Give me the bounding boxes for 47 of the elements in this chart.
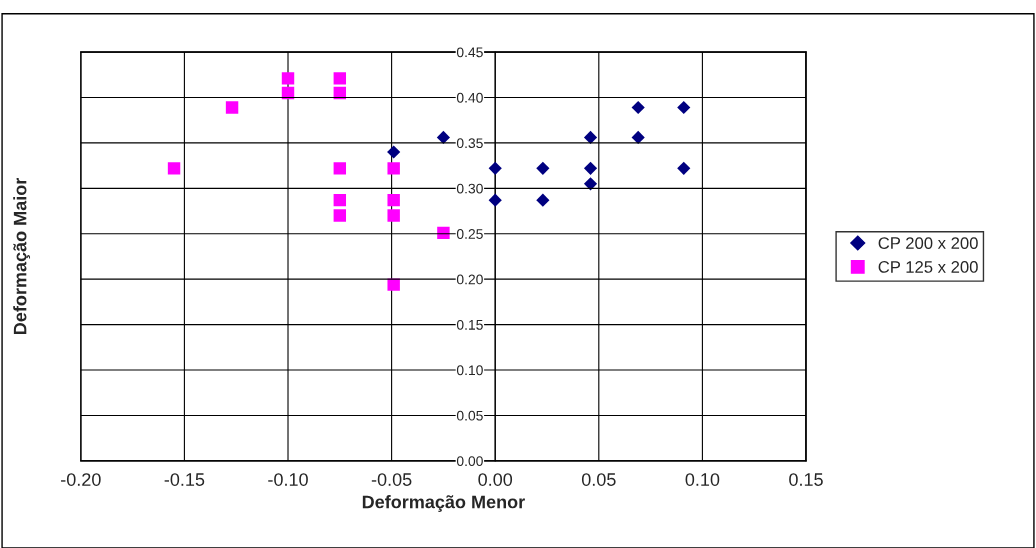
point xyxy=(387,193,400,207)
point xyxy=(387,209,400,222)
y-tick-label: 0.25 xyxy=(456,229,483,239)
x-tick-label: 0.15 xyxy=(789,473,823,486)
x-tick-label: 0.05 xyxy=(581,473,616,486)
point xyxy=(488,193,502,207)
y-tick-label: 0.35 xyxy=(456,138,483,149)
point xyxy=(167,162,181,175)
point xyxy=(436,130,450,145)
y-axis-title: Deformação Maior xyxy=(13,177,31,335)
legend-label: CP 200 x 200 xyxy=(878,237,978,249)
point xyxy=(536,161,550,175)
y-tick-label: 0.20 xyxy=(456,274,483,285)
y-tick-label: 0.05 xyxy=(456,410,483,421)
point xyxy=(333,162,347,175)
point xyxy=(387,162,400,175)
point xyxy=(631,130,645,145)
point xyxy=(333,209,347,222)
point xyxy=(583,161,598,175)
y-tick-label: 0.45 xyxy=(456,47,483,58)
x-tick-label: 0.10 xyxy=(685,473,720,486)
x-tick-label: -0.05 xyxy=(371,473,412,486)
legend-label: CP 125 x 200 xyxy=(878,261,978,273)
point xyxy=(225,101,239,114)
x-tick-label: -0.10 xyxy=(268,473,308,486)
point xyxy=(437,226,450,240)
y-tick-label: 0.30 xyxy=(456,183,483,194)
y-tick-label: 0.10 xyxy=(456,365,483,376)
x-tick-label: 0.00 xyxy=(478,473,513,486)
point xyxy=(677,161,691,175)
point xyxy=(677,100,691,115)
x-axis-title: Deformação Menor xyxy=(362,495,525,512)
point xyxy=(281,72,295,85)
point xyxy=(631,100,645,115)
point xyxy=(387,278,400,291)
x-tick-label: -0.15 xyxy=(164,473,205,486)
point xyxy=(333,72,347,85)
point xyxy=(583,177,598,191)
y-tick-label: 0.15 xyxy=(456,319,483,330)
x-tick-label: -0.20 xyxy=(61,473,101,486)
y-tick-label: 0.00 xyxy=(456,456,483,467)
point xyxy=(333,193,347,207)
point xyxy=(387,145,401,159)
point xyxy=(583,130,598,145)
point xyxy=(488,161,502,175)
y-tick-label: 0.40 xyxy=(456,92,483,103)
point xyxy=(536,193,550,207)
